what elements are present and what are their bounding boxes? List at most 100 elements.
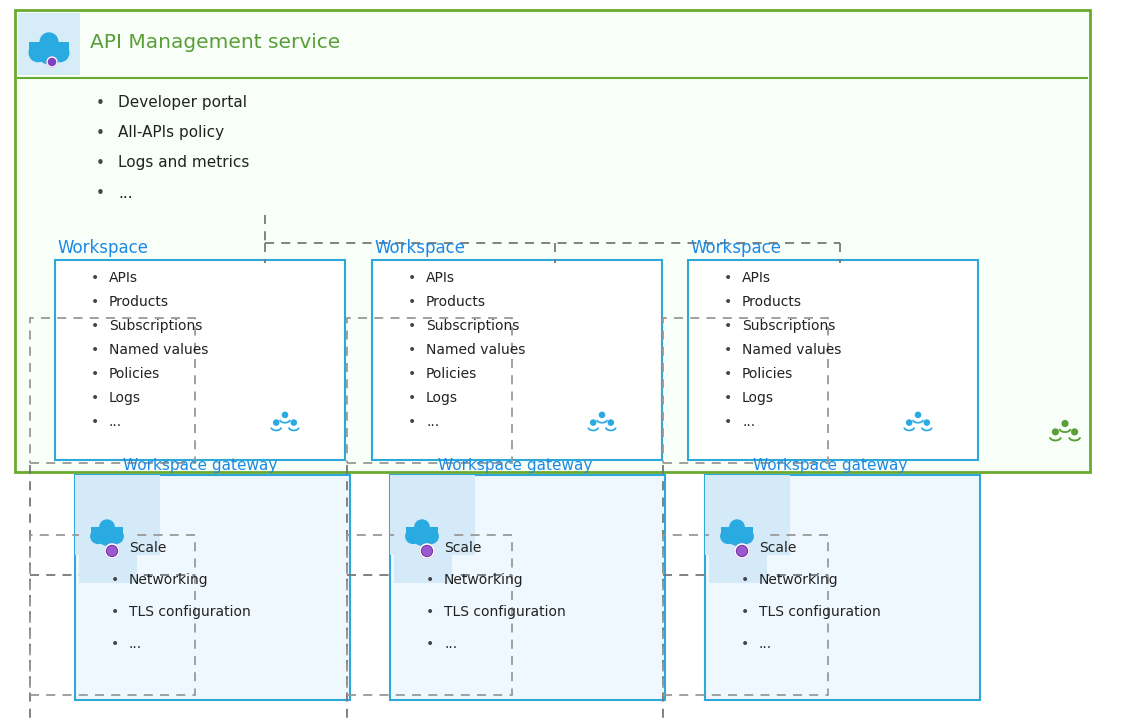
Circle shape: [40, 33, 58, 50]
Text: ...: ...: [118, 186, 133, 201]
Circle shape: [738, 546, 747, 556]
Text: Named values: Named values: [426, 343, 526, 357]
Text: Workspace: Workspace: [374, 239, 465, 257]
Text: •: •: [426, 637, 434, 651]
Circle shape: [290, 419, 297, 426]
Circle shape: [97, 527, 116, 545]
Text: Products: Products: [742, 295, 802, 309]
Text: TLS configuration: TLS configuration: [444, 605, 565, 619]
Text: Named values: Named values: [109, 343, 208, 357]
Circle shape: [109, 529, 123, 544]
Text: APIs: APIs: [426, 271, 455, 285]
Text: Policies: Policies: [742, 367, 793, 381]
Text: ...: ...: [742, 415, 755, 429]
Text: ...: ...: [759, 637, 772, 651]
Bar: [75, 475, 350, 700]
Text: •: •: [91, 295, 99, 309]
Bar: [663, 318, 828, 463]
Circle shape: [730, 520, 744, 534]
Bar: [29, 318, 195, 463]
Text: Workspace: Workspace: [57, 239, 148, 257]
Circle shape: [923, 419, 930, 426]
Text: •: •: [95, 186, 104, 201]
Text: •: •: [91, 343, 99, 357]
Bar: [347, 535, 512, 695]
Bar: [406, 527, 438, 538]
Bar: [91, 527, 123, 538]
Text: Products: Products: [109, 295, 169, 309]
Text: •: •: [408, 391, 416, 405]
Text: ...: ...: [444, 637, 457, 651]
Circle shape: [29, 44, 46, 62]
Circle shape: [906, 419, 912, 426]
Circle shape: [108, 546, 117, 556]
Circle shape: [914, 411, 921, 418]
Text: •: •: [724, 367, 732, 381]
Text: •: •: [408, 367, 416, 381]
Bar: [372, 260, 662, 460]
Bar: [18, 13, 80, 75]
Circle shape: [590, 419, 596, 426]
Circle shape: [100, 520, 114, 534]
Text: •: •: [91, 415, 99, 429]
Text: Scale: Scale: [759, 541, 796, 555]
Text: •: •: [111, 605, 119, 619]
Text: API Management service: API Management service: [90, 32, 340, 52]
Circle shape: [598, 411, 605, 418]
Text: •: •: [724, 391, 732, 405]
Circle shape: [423, 546, 432, 556]
Text: •: •: [724, 343, 732, 357]
Bar: [390, 475, 475, 555]
Text: Workspace: Workspace: [690, 239, 781, 257]
Text: •: •: [111, 637, 119, 651]
Bar: [29, 535, 195, 695]
Text: Developer portal: Developer portal: [118, 96, 247, 111]
Circle shape: [1071, 429, 1079, 436]
Text: •: •: [91, 319, 99, 333]
Text: •: •: [111, 573, 119, 587]
Circle shape: [406, 529, 420, 544]
Text: TLS configuration: TLS configuration: [129, 605, 250, 619]
Text: Subscriptions: Subscriptions: [426, 319, 519, 333]
Text: Subscriptions: Subscriptions: [742, 319, 835, 333]
Text: •: •: [741, 605, 749, 619]
Text: TLS configuration: TLS configuration: [759, 605, 880, 619]
Text: •: •: [95, 96, 104, 111]
Text: •: •: [408, 319, 416, 333]
Bar: [663, 535, 828, 695]
Bar: [705, 475, 980, 700]
Text: Policies: Policies: [426, 367, 477, 381]
Bar: [79, 528, 137, 583]
Circle shape: [1051, 429, 1059, 436]
Text: Subscriptions: Subscriptions: [109, 319, 203, 333]
Circle shape: [607, 419, 614, 426]
Circle shape: [424, 529, 438, 544]
Circle shape: [273, 419, 280, 426]
Text: •: •: [724, 271, 732, 285]
Text: •: •: [95, 155, 104, 170]
Circle shape: [91, 529, 105, 544]
Text: Products: Products: [426, 295, 486, 309]
Text: Logs: Logs: [109, 391, 140, 405]
Bar: [347, 318, 512, 463]
Circle shape: [282, 411, 288, 418]
Text: Networking: Networking: [129, 573, 208, 587]
Circle shape: [39, 42, 60, 64]
Text: •: •: [426, 541, 434, 555]
Text: •: •: [724, 295, 732, 309]
Text: •: •: [724, 415, 732, 429]
Text: Networking: Networking: [759, 573, 838, 587]
Text: •: •: [95, 126, 104, 140]
Text: •: •: [408, 415, 416, 429]
Text: •: •: [408, 295, 416, 309]
Text: •: •: [91, 271, 99, 285]
Bar: [721, 527, 753, 538]
Text: Named values: Named values: [742, 343, 842, 357]
Text: •: •: [741, 637, 749, 651]
Text: Workspace gateway: Workspace gateway: [438, 458, 593, 473]
Text: •: •: [741, 541, 749, 555]
Circle shape: [105, 544, 119, 558]
Circle shape: [721, 529, 735, 544]
Circle shape: [729, 527, 746, 545]
Bar: [75, 475, 160, 555]
